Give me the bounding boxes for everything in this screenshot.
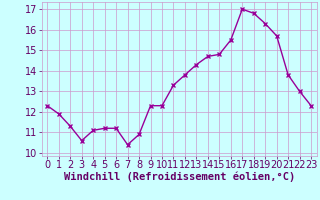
X-axis label: Windchill (Refroidissement éolien,°C): Windchill (Refroidissement éolien,°C) [64, 172, 295, 182]
